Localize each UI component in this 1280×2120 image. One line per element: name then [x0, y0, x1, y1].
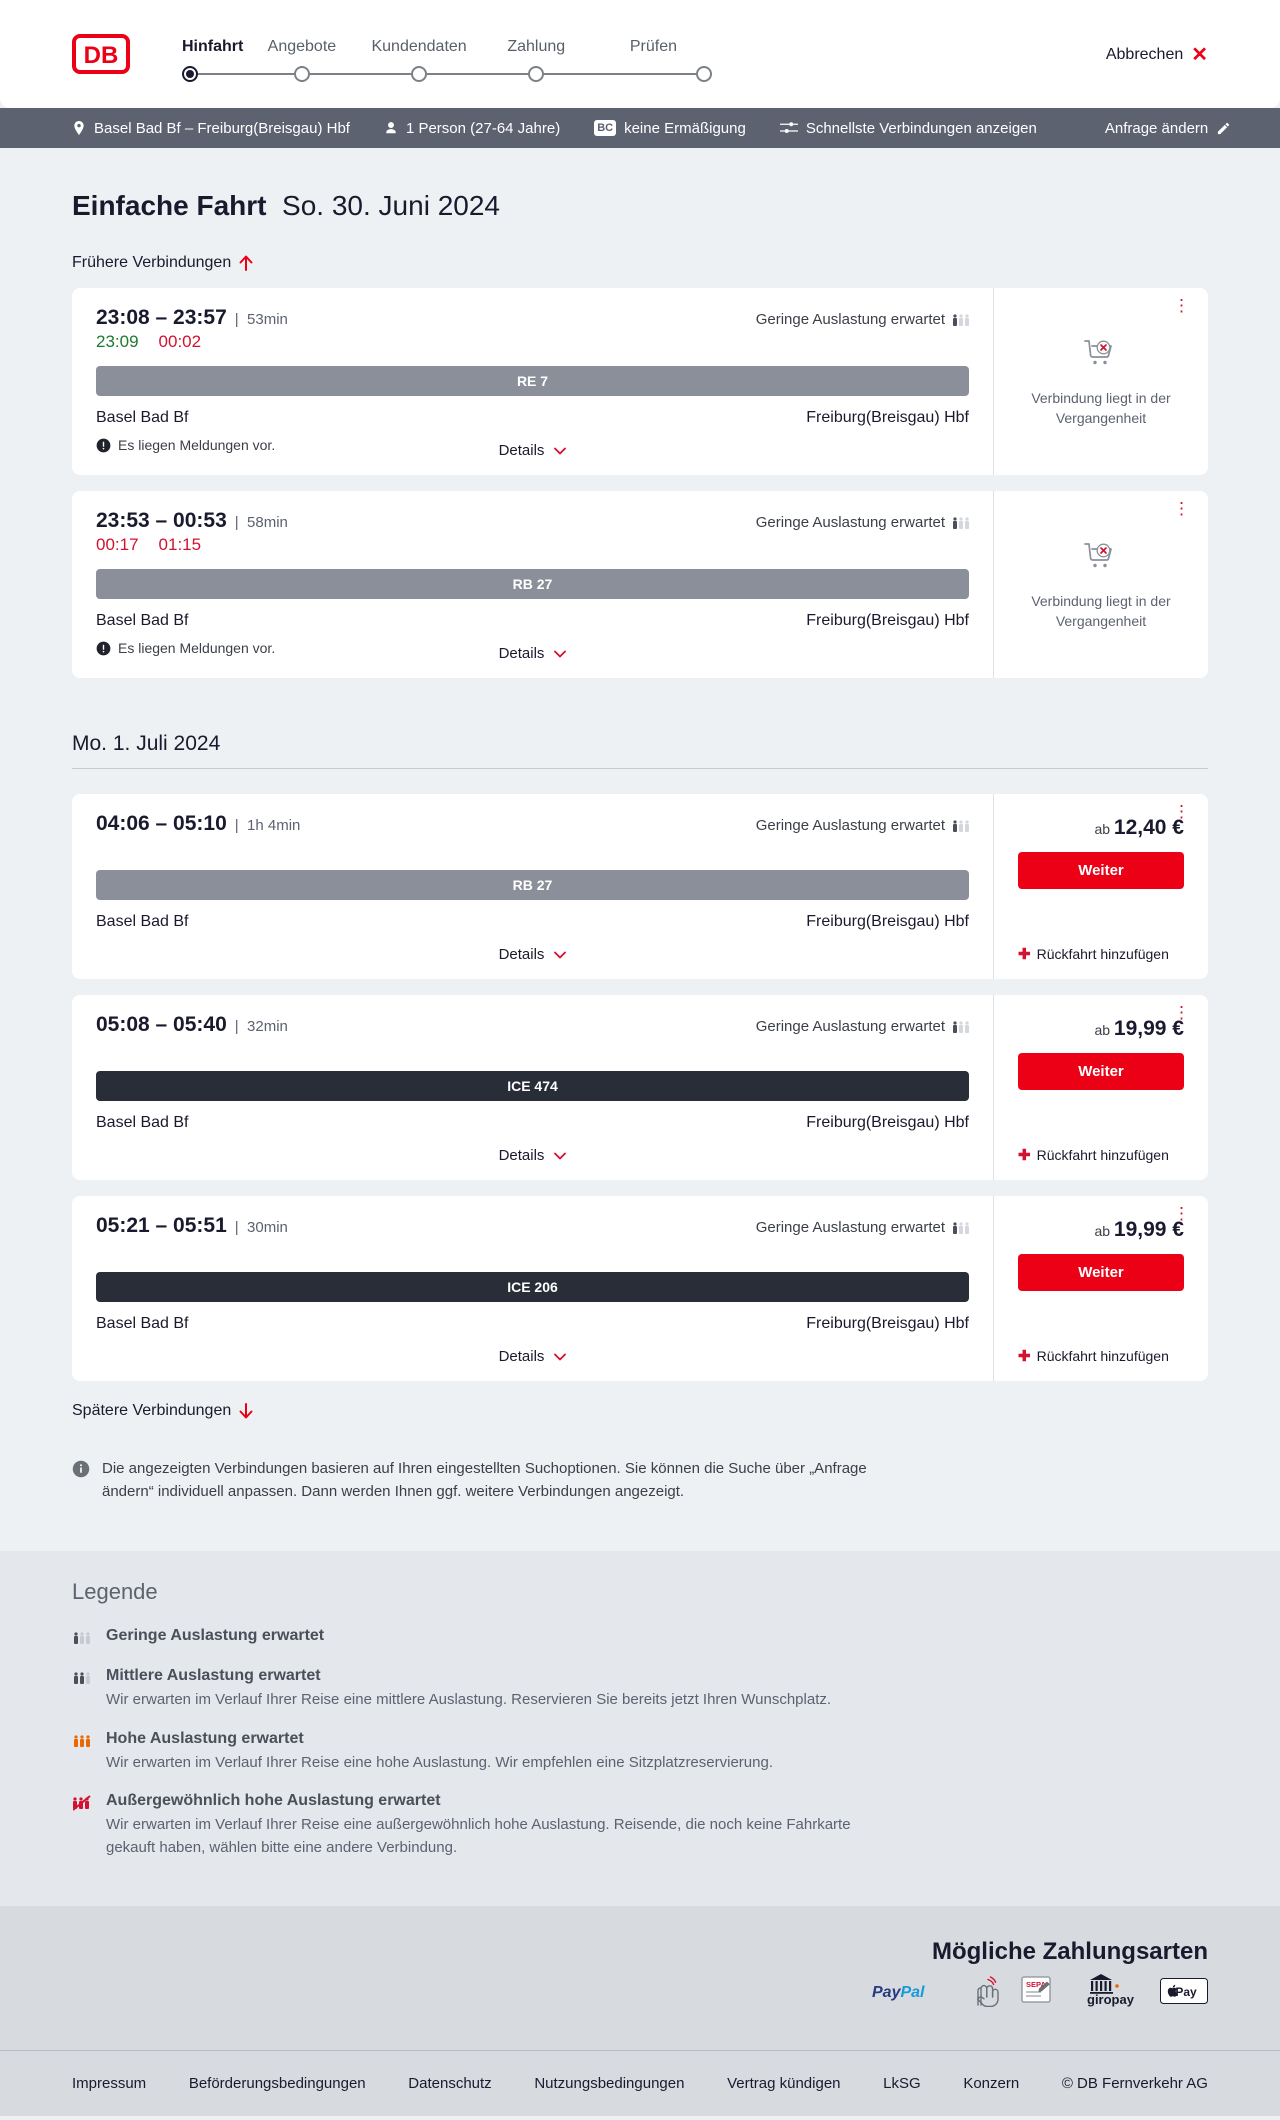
- svg-text:Pay: Pay: [1175, 1985, 1197, 1999]
- svg-text:PayPal: PayPal: [872, 1984, 925, 2001]
- svg-text:DB: DB: [84, 42, 119, 69]
- svg-text:giropay: giropay: [1087, 1992, 1135, 2007]
